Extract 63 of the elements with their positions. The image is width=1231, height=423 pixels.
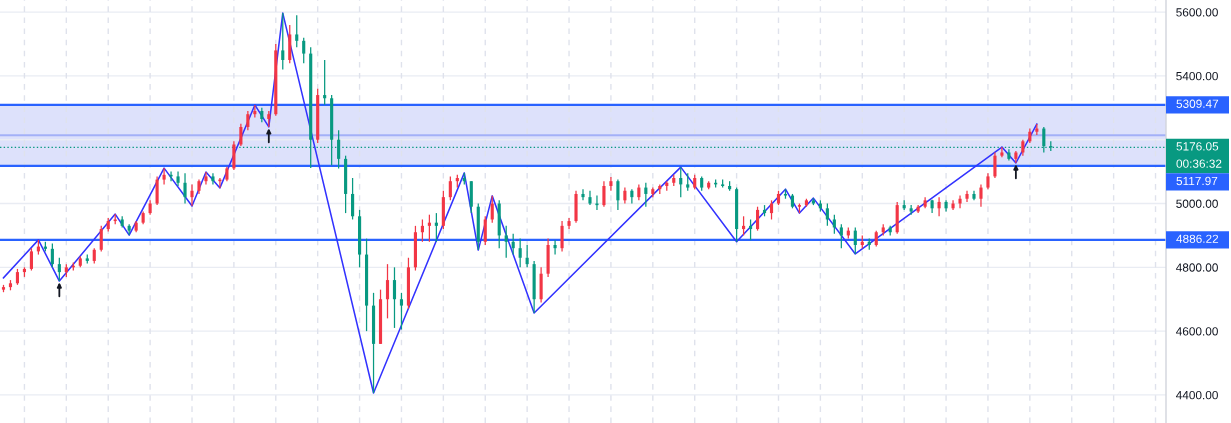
ref-line-label: 5117.97 bbox=[1176, 176, 1218, 186]
y-tick-label: 4800.00 bbox=[1175, 263, 1218, 272]
candlestick bbox=[392, 266, 397, 329]
candlestick bbox=[427, 214, 431, 243]
candlestick bbox=[937, 196, 941, 217]
candlestick bbox=[755, 206, 760, 232]
candlestick bbox=[399, 292, 404, 331]
candlestick bbox=[246, 110, 250, 131]
candlestick bbox=[609, 176, 613, 192]
ref-line-label: 4886.22 bbox=[1176, 234, 1219, 243]
candlestick bbox=[553, 239, 557, 256]
candlestick bbox=[518, 237, 522, 268]
candlestick bbox=[679, 166, 683, 198]
y-tick-label: 5400.00 bbox=[1176, 71, 1218, 81]
candlestick bbox=[825, 202, 829, 227]
candlestick bbox=[769, 199, 774, 221]
candlestick bbox=[979, 183, 983, 208]
candlestick bbox=[951, 199, 955, 211]
candlestick bbox=[504, 225, 508, 259]
y-tick-label: 5000.00 bbox=[1176, 199, 1218, 208]
candlestick bbox=[351, 177, 355, 221]
line-series bbox=[2, 12, 1038, 394]
candlestick bbox=[239, 123, 243, 147]
candlestick bbox=[420, 218, 424, 243]
y-tick-label: 5600.00 bbox=[1176, 8, 1218, 17]
candlestick bbox=[742, 215, 746, 237]
candlestick bbox=[993, 151, 997, 179]
candlestick bbox=[581, 188, 585, 201]
candlestick bbox=[295, 14, 299, 48]
candlestick bbox=[302, 37, 306, 64]
text: 00:36:32 bbox=[1176, 159, 1222, 168]
candlestick bbox=[50, 242, 54, 268]
candlestick bbox=[1000, 146, 1004, 158]
candlestick bbox=[749, 218, 753, 241]
candlestick bbox=[832, 214, 836, 235]
candlestick bbox=[323, 59, 327, 106]
candlestick bbox=[448, 175, 452, 201]
candlestick bbox=[644, 182, 648, 208]
candlestick bbox=[490, 195, 494, 224]
candlestick bbox=[385, 263, 390, 319]
candlestick bbox=[232, 140, 236, 171]
candlestick bbox=[162, 167, 166, 186]
candlestick bbox=[29, 247, 33, 272]
candlestick bbox=[183, 172, 187, 205]
candlestick bbox=[560, 220, 564, 253]
candlestick bbox=[281, 12, 285, 71]
ref-line-label: 5309.47 bbox=[1176, 99, 1219, 108]
candlestick bbox=[190, 183, 194, 207]
candlestick bbox=[839, 223, 843, 249]
candlestick bbox=[630, 188, 634, 205]
candlestick bbox=[483, 215, 487, 246]
candlestick bbox=[853, 226, 857, 255]
candlestick bbox=[525, 244, 529, 268]
candlestick bbox=[602, 180, 606, 208]
ref-line-label: 5176.05 bbox=[1176, 142, 1219, 151]
candlestick bbox=[155, 175, 159, 206]
y-tick-label: 4600.00 bbox=[1175, 327, 1218, 336]
candlestick bbox=[511, 233, 515, 256]
y-tick-label: 4400.00 bbox=[1175, 390, 1218, 400]
candlestick bbox=[99, 225, 103, 253]
candlestick bbox=[616, 178, 620, 211]
candlestick bbox=[57, 257, 61, 282]
candlestick bbox=[434, 212, 438, 243]
